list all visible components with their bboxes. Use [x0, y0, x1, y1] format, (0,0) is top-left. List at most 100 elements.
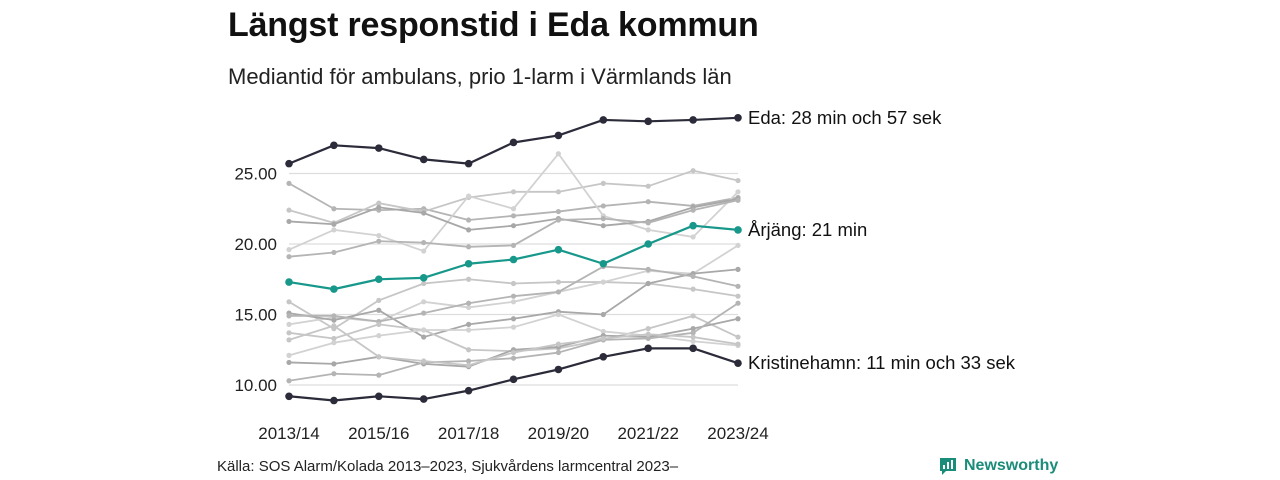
background-series-point	[286, 218, 292, 225]
background-series-point	[735, 266, 741, 272]
background-series-point	[421, 280, 427, 287]
background-series-point	[645, 220, 651, 226]
highlighted-series-point	[330, 396, 338, 405]
highlighted-series-point	[689, 344, 697, 353]
background-series-point	[645, 331, 651, 337]
background-series	[286, 197, 741, 260]
background-series-point	[555, 189, 562, 195]
highlighted-series	[285, 344, 742, 405]
background-series-point	[690, 286, 696, 292]
background-series-point	[555, 208, 562, 215]
x-tick-label: 2015/16	[348, 424, 409, 443]
y-tick-label: 20.00	[234, 235, 277, 254]
highlighted-series-point	[509, 255, 518, 264]
background-series-point	[645, 227, 651, 233]
series-end-label: Årjäng: 21 min	[748, 219, 867, 240]
background-series-point	[376, 333, 382, 339]
background-series-point	[421, 327, 427, 333]
background-series-point	[510, 189, 517, 195]
background-series-point	[555, 341, 562, 347]
background-series-point	[466, 300, 472, 306]
highlighted-series-point	[330, 141, 338, 150]
highlighted-series-point	[599, 353, 608, 361]
background-series-point	[735, 197, 741, 203]
highlighted-series-point	[734, 114, 742, 122]
background-series-point	[510, 213, 517, 219]
background-series-point	[421, 239, 427, 246]
background-series	[286, 151, 741, 254]
highlighted-series-point	[464, 259, 473, 268]
series-labels: Eda: 28 min och 57 sek Årjäng: 21 min Kris…	[748, 107, 1016, 373]
background-series-point	[600, 311, 606, 318]
highlighted-series-point	[464, 159, 473, 168]
background-series-point	[510, 299, 517, 305]
background-series-point	[286, 313, 292, 319]
background-series-point	[510, 223, 517, 229]
x-axis-tick-labels: 2013/14 2015/16 2017/18 2019/20 2021/22 2023/…	[258, 424, 768, 443]
background-series-point	[286, 321, 292, 327]
background-series-point	[286, 359, 292, 366]
background-series-point	[376, 297, 382, 303]
y-tick-label: 15.00	[234, 306, 277, 325]
background-series-point	[466, 276, 472, 282]
highlighted-series-point	[734, 359, 742, 367]
background-series-point	[421, 210, 427, 216]
background-series-point	[331, 317, 337, 323]
background-series-point	[690, 273, 696, 280]
background-series-point	[510, 242, 517, 249]
x-tick-label: 2013/14	[258, 424, 319, 443]
background-series-point	[510, 280, 517, 287]
highlighted-series-point	[285, 392, 293, 401]
background-series-point	[331, 221, 337, 227]
background-series-point	[331, 323, 337, 329]
background-series-point	[331, 371, 337, 377]
highlighted-series-point	[734, 226, 742, 234]
background-series-point	[376, 354, 382, 360]
background-series-point	[690, 338, 696, 344]
background-series-point	[735, 177, 741, 184]
highlighted-series	[285, 114, 742, 405]
background-series-point	[645, 183, 651, 189]
background-series-point	[510, 355, 517, 361]
background-series-point	[286, 378, 292, 384]
highlighted-series-point	[554, 131, 563, 140]
background-series-point	[690, 168, 696, 174]
background-series-point	[735, 300, 741, 306]
background-series-point	[466, 217, 472, 223]
background-series-point	[735, 189, 741, 195]
highlighted-series	[285, 114, 742, 168]
background-series-point	[331, 313, 337, 319]
background-series	[286, 323, 741, 368]
brand-logo[interactable]: Newsworthy	[938, 456, 1058, 476]
background-series-point	[286, 352, 292, 358]
background-series-point	[600, 279, 606, 285]
background-series-point	[376, 321, 382, 327]
background-series-point	[645, 280, 651, 287]
highlighted-series-point	[554, 365, 563, 374]
background-series-point	[286, 247, 292, 253]
highlighted-series-point	[375, 275, 383, 284]
background-series-point	[466, 347, 472, 353]
background-series-point	[555, 279, 562, 285]
background-series-point	[510, 206, 517, 212]
background-series-point	[376, 307, 382, 313]
background-series-point	[735, 293, 741, 299]
background-series-point	[510, 324, 517, 330]
background-series-point	[466, 193, 472, 199]
background-series-point	[376, 372, 382, 378]
background-series-point	[331, 340, 337, 346]
background-series	[286, 300, 741, 384]
background-series-point	[690, 313, 696, 319]
background-series-point	[600, 335, 606, 342]
chart-subtitle: Mediantid för ambulans, prio 1-larm i Vä…	[228, 64, 732, 89]
brand-name: Newsworthy	[964, 457, 1059, 474]
background-series-point	[555, 349, 562, 356]
background-series-point	[600, 223, 606, 229]
background-series-point	[376, 232, 382, 239]
background-series-point	[600, 328, 606, 335]
background-series-line	[288, 152, 739, 252]
highlighted-series-point	[689, 116, 697, 124]
chart-title: Längst responstid i Eda kommun	[228, 6, 759, 44]
y-tick-label: 25.00	[234, 165, 277, 184]
